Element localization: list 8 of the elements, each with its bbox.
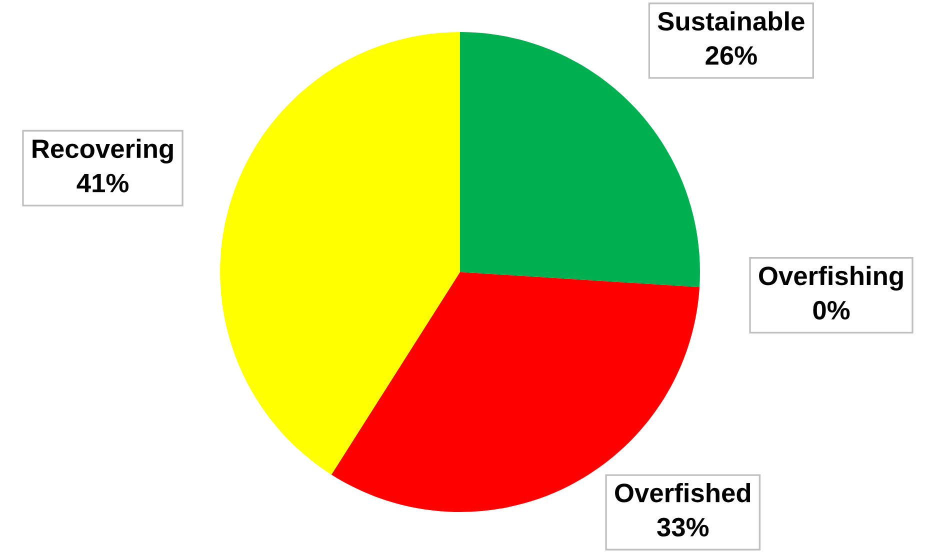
slice-label: Overfished [615,482,750,502]
category-label: Overfishing [759,266,903,291]
data-label: 41% [76,174,128,192]
slice-label: Sustainable [658,11,804,31]
data-label: 33% [657,518,709,537]
data-label: 26% [706,46,757,65]
slice-label: Recovering [32,138,173,164]
text: 0% [813,300,850,320]
